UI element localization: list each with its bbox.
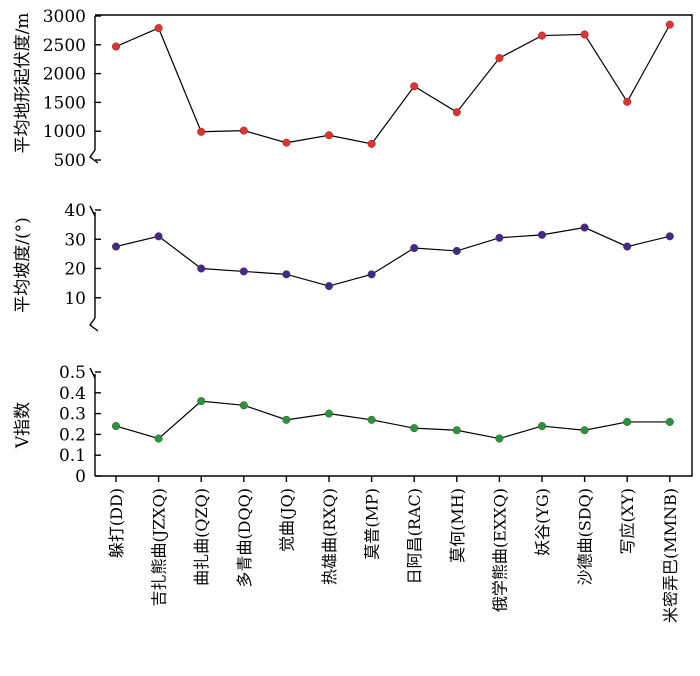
- y-tick-label: 2000: [43, 65, 86, 85]
- data-point: [282, 270, 291, 279]
- data-point: [282, 138, 291, 147]
- y-axis-label: 平均坡度/(°): [13, 217, 33, 313]
- data-point: [580, 30, 589, 39]
- data-point: [111, 42, 120, 51]
- data-point: [452, 246, 461, 255]
- plot-frame: [95, 14, 693, 477]
- y-tick-label: 0: [75, 467, 86, 487]
- chart-panel-2: 10 20 30 40 平均坡度/(°): [13, 201, 674, 332]
- y-tick-label: 30: [64, 230, 86, 250]
- data-point: [197, 397, 206, 406]
- y-axis-label: 平均地形起伏度/m: [13, 13, 33, 154]
- data-point: [623, 242, 632, 251]
- plot-border: [95, 14, 693, 477]
- data-point: [495, 233, 504, 242]
- data-point: [367, 415, 376, 424]
- axis-break-mark: [89, 149, 99, 164]
- data-point: [665, 20, 674, 29]
- data-point: [538, 230, 547, 239]
- data-point: [367, 139, 376, 148]
- y-tick-label: 40: [64, 201, 86, 221]
- data-point: [239, 401, 248, 410]
- axis-break-mark: [89, 205, 96, 217]
- chart-panels: 500 1000 1500 2000 2500 3000 平均地形起伏度/m 10 20 30 40…: [13, 7, 674, 487]
- x-category-label: 热雄曲(RXQ): [320, 488, 339, 585]
- x-category-label: 日阿昌(RAC): [405, 488, 424, 584]
- y-tick-label: 1000: [43, 122, 86, 142]
- data-point: [325, 282, 334, 291]
- data-point: [538, 31, 547, 40]
- y-tick-label: 2500: [43, 36, 86, 56]
- x-category-label: 吉扎熊曲(JZXQ): [150, 488, 169, 607]
- y-axis-label: V指数: [13, 402, 33, 449]
- x-category-label: 多青曲(DQQ): [235, 488, 254, 588]
- chart-panel-1: 500 1000 1500 2000 2500 3000 平均地形起伏度/m: [13, 7, 674, 171]
- data-point: [111, 242, 120, 251]
- data-point: [239, 126, 248, 135]
- y-tick-label: 500: [54, 151, 86, 171]
- data-point: [623, 97, 632, 106]
- data-point: [580, 223, 589, 232]
- data-point: [154, 434, 163, 443]
- data-point: [325, 131, 334, 140]
- data-point: [452, 426, 461, 435]
- y-tick-label: 20: [64, 260, 86, 280]
- series-line: [115, 24, 671, 145]
- x-category-label: 莫普(MP): [363, 488, 382, 560]
- y-tick-label: 10: [64, 289, 86, 309]
- data-point: [154, 24, 163, 33]
- data-point: [495, 54, 504, 63]
- y-tick-label: 3000: [43, 7, 86, 27]
- data-point: [197, 127, 206, 136]
- x-category-label: 妖谷(YG): [533, 488, 552, 556]
- data-point: [665, 417, 674, 426]
- data-point: [367, 270, 376, 279]
- x-category-label: 觉曲(JQ): [277, 488, 296, 552]
- chart-panel-3: 00.10.20.30.40.5 V指数: [13, 363, 674, 487]
- x-category-label: 莫何(MH): [448, 488, 467, 563]
- series-line: [115, 400, 670, 440]
- x-category-label: 米密弄巴(MMNB): [661, 488, 680, 623]
- data-point: [154, 232, 163, 241]
- data-point: [410, 82, 419, 91]
- axis-break-mark: [89, 317, 99, 332]
- data-point: [410, 244, 419, 253]
- data-point: [282, 415, 291, 424]
- x-category-label: 沙德曲(SDQ): [576, 488, 595, 585]
- data-point: [495, 434, 504, 443]
- y-tick-label: 0.4: [59, 384, 86, 404]
- data-point: [197, 264, 206, 273]
- data-point: [239, 267, 248, 276]
- y-tick-label: 0.3: [59, 405, 86, 425]
- y-tick-label: 0.5: [59, 363, 86, 383]
- data-point: [111, 422, 120, 431]
- data-point: [410, 424, 419, 433]
- x-category-label: 俄学熊曲(EXXQ): [490, 488, 509, 612]
- x-category-label: 写应(XY): [618, 488, 637, 554]
- data-point: [538, 422, 547, 431]
- axis-break-mark: [89, 367, 96, 379]
- data-point: [452, 108, 461, 117]
- data-point: [325, 409, 334, 418]
- y-tick-label: 1500: [43, 93, 86, 113]
- y-tick-label: 0.2: [59, 425, 86, 445]
- x-category-label: 躲打(DD): [107, 488, 126, 558]
- data-point: [623, 417, 632, 426]
- y-tick-label: 0.1: [59, 446, 86, 466]
- data-point: [580, 426, 589, 435]
- series-line: [115, 226, 670, 287]
- x-category-label: 曲扎曲(QZQ): [192, 488, 211, 586]
- x-axis-category-labels: 躲打(DD) 吉扎熊曲(JZXQ) 曲扎曲(QZQ) 多青曲(DQQ) 觉曲(JQ) 热雄…: [107, 476, 680, 623]
- data-point: [665, 232, 674, 241]
